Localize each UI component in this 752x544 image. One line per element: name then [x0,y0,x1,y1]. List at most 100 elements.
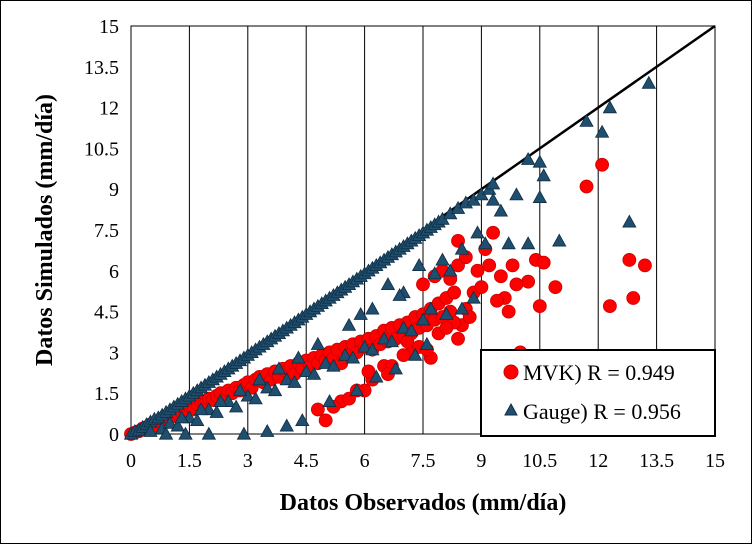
gauge-point [318,355,333,369]
y-tick-label: 12 [99,98,119,120]
gauge-point [357,339,372,353]
gauge-point [260,380,275,394]
gauge-point [369,369,384,383]
mvk-point [493,269,508,284]
x-tick-label: 15 [705,450,725,472]
x-tick-label: 7.5 [411,450,436,472]
mvk-point [532,299,547,314]
gauge-point [252,372,267,386]
mvk-point [310,402,325,417]
mvk-point [595,157,609,172]
gauge-point [248,391,263,405]
gauge-point [267,383,283,397]
mvk-point [490,293,504,308]
gauge-point [326,358,341,372]
legend-marker-circle-icon [503,364,519,380]
gauge-point [435,252,450,266]
gauge-point [236,426,252,440]
legend-label-gauge: Gauge) R = 0.956 [523,399,681,424]
gauge-point [602,100,618,114]
x-tick-label: 9 [476,450,486,472]
x-tick-label: 3 [243,450,253,472]
mvk-point [626,291,641,305]
gauge-point [501,236,516,250]
y-tick-label: 4.5 [94,302,119,324]
gauge-point [299,364,314,378]
legend-marker-triangle-icon [504,402,518,416]
mvk-point [318,413,333,428]
x-tick-label: 6 [360,450,370,472]
x-axis-title: Datos Observados (mm/día) [280,490,567,516]
gauge-point [201,426,217,440]
gauge-point [520,236,536,250]
gauge-point [291,350,306,364]
gauge-point [384,334,400,348]
gauge-point [536,168,551,182]
y-tick-label: 15 [99,16,119,38]
gauge-point [174,410,189,424]
gauge-point [466,290,481,304]
gauge-point [388,361,403,375]
legend-box [480,349,716,437]
x-tick-label: 4.5 [294,450,319,472]
gauge-point [322,394,337,407]
gauge-point [520,151,536,165]
gauge-point [228,399,244,413]
y-tick-label: 0 [109,424,119,446]
mvk-point [439,321,454,335]
mvk-point [474,280,489,295]
gauge-point [408,347,423,361]
gauge-point [295,413,310,427]
y-axis-ticks: 0 1.5 3 4.5 6 7.5 9 10.5 12 13.5 15 [84,16,119,446]
mvk-point [509,277,524,292]
gauge-point [470,225,485,239]
gauge-point [454,241,470,255]
gauge-point [306,366,322,380]
mvk-point [602,299,617,314]
gauge-point [404,323,419,337]
mvk-point [361,364,376,379]
mvk-point [579,179,594,194]
mvk-point [536,255,551,270]
y-tick-label: 7.5 [94,220,119,242]
gauge-point [380,277,396,291]
mvk-point [521,274,536,289]
gauge-point [478,236,493,250]
mvk-point [451,331,465,346]
gauge-point [509,187,524,201]
gauge-point [158,426,174,440]
gauge-point [345,350,361,364]
gauge-point [411,258,427,271]
y-tick-label: 13.5 [84,57,119,79]
x-tick-label: 0 [126,450,136,472]
gauge-point [190,413,205,427]
gauge-point [341,317,357,331]
gauge-point [532,190,547,203]
gauge-point [415,312,431,326]
gauge-point [396,320,411,334]
legend: MVK) R = 0.949 Gauge) R = 0.956 [480,349,716,437]
gauge-point [337,347,353,361]
mvk-point [396,348,411,363]
gauge-point [162,415,178,429]
x-axis-ticks: 0 1.5 3 4.5 6 7.5 9 10.5 12 13.5 15 [126,450,725,472]
gauge-point [349,383,364,397]
gauge-point [439,306,454,320]
x-tick-label: 10.5 [522,450,557,472]
gauge-point [419,336,435,350]
y-tick-label: 9 [109,179,119,201]
mvk-point [447,285,462,300]
y-tick-label: 6 [109,261,119,283]
gauge-point [279,418,294,432]
gauge-point [365,342,380,356]
mvk-point [470,263,485,278]
gauge-point [260,423,275,437]
mvk-point [548,280,563,295]
mvk-point [622,253,637,267]
y-tick-label: 1.5 [94,383,119,405]
gauge-point [423,301,438,315]
gauge-point [310,336,326,350]
mvk-point [505,258,520,273]
gauge-point [427,266,442,280]
